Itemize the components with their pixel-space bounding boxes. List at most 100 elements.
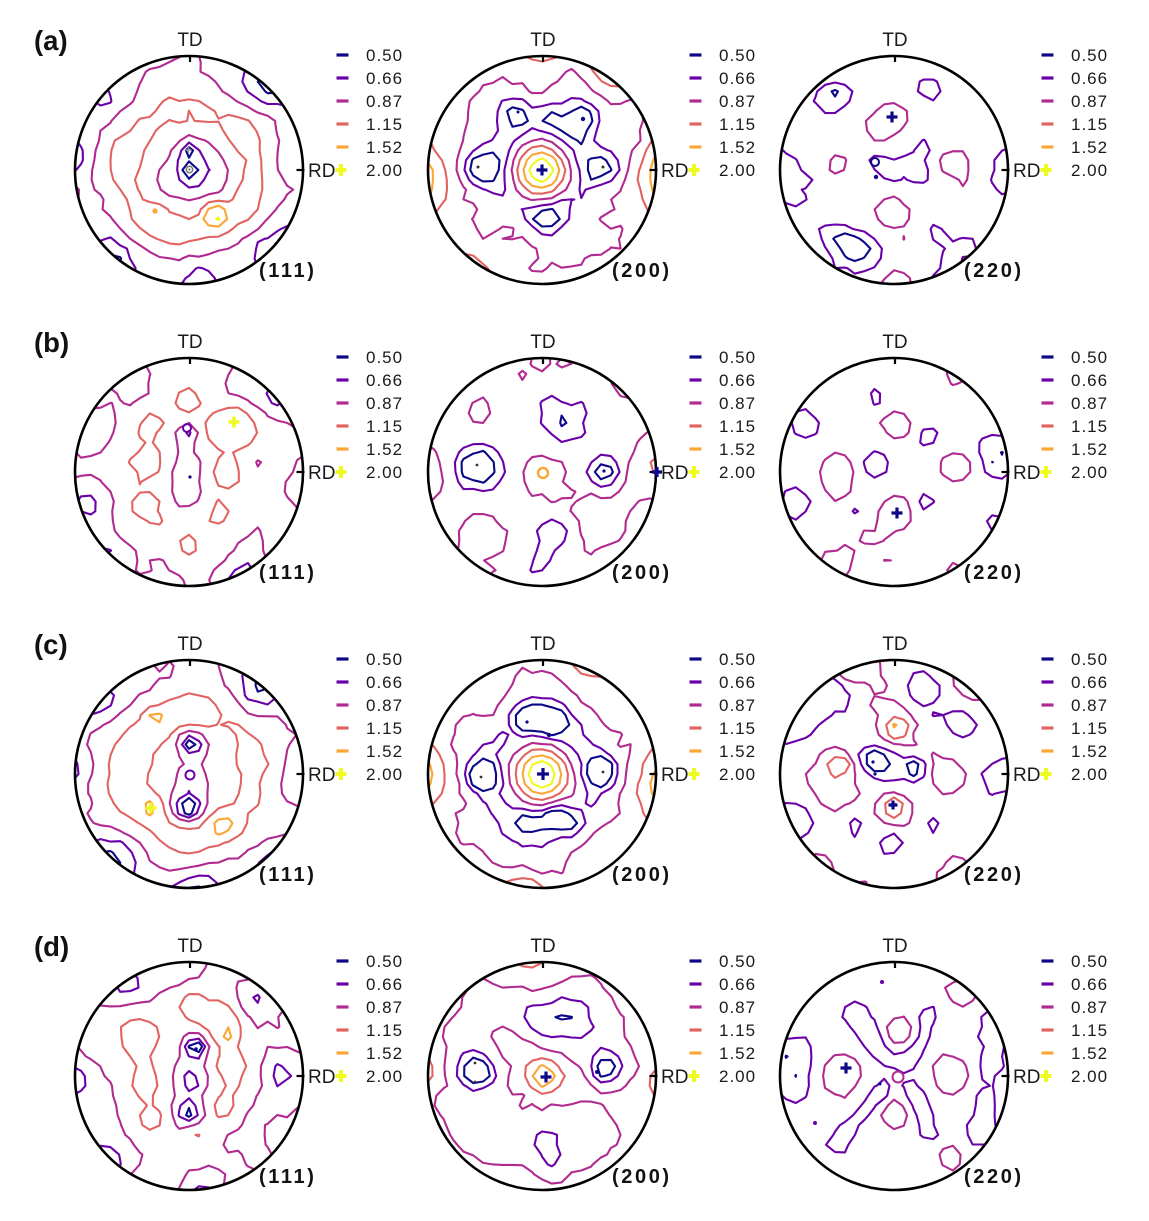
svg-text:TD: TD <box>177 634 202 655</box>
svg-text:1.52: 1.52 <box>719 742 756 761</box>
svg-text:0.50: 0.50 <box>1071 46 1108 65</box>
svg-text:RD: RD <box>661 161 688 182</box>
svg-text:TD: TD <box>882 30 907 51</box>
svg-text:1.52: 1.52 <box>366 1044 403 1063</box>
svg-text:2.00: 2.00 <box>366 463 403 482</box>
svg-text:0.66: 0.66 <box>1071 673 1108 692</box>
svg-text:TD: TD <box>530 634 555 655</box>
svg-text:1.15: 1.15 <box>366 115 403 134</box>
svg-text:TD: TD <box>177 30 202 51</box>
svg-text:0.66: 0.66 <box>366 673 403 692</box>
svg-text:2.00: 2.00 <box>719 765 756 784</box>
svg-text:TD: TD <box>530 936 555 957</box>
svg-text:0.66: 0.66 <box>1071 371 1108 390</box>
svg-text:RD: RD <box>1013 765 1040 786</box>
svg-text:2.00: 2.00 <box>719 161 756 180</box>
svg-text:1.15: 1.15 <box>1071 115 1108 134</box>
svg-text:0.66: 0.66 <box>1071 975 1108 994</box>
svg-text:0.87: 0.87 <box>1071 394 1108 413</box>
svg-text:2.00: 2.00 <box>1071 161 1108 180</box>
svg-text:0.66: 0.66 <box>366 975 403 994</box>
svg-text:RD: RD <box>308 161 335 182</box>
svg-text:0.50: 0.50 <box>719 650 756 669</box>
svg-text:1.52: 1.52 <box>1071 440 1108 459</box>
svg-text:(a): (a) <box>34 25 68 56</box>
svg-text:0.66: 0.66 <box>1071 69 1108 88</box>
svg-text:1.52: 1.52 <box>719 138 756 157</box>
svg-text:(200): (200) <box>612 562 672 584</box>
svg-text:2.00: 2.00 <box>719 1067 756 1086</box>
svg-text:2.00: 2.00 <box>366 1067 403 1086</box>
svg-text:1.52: 1.52 <box>1071 138 1108 157</box>
svg-text:0.50: 0.50 <box>366 650 403 669</box>
svg-text:0.50: 0.50 <box>1071 650 1108 669</box>
svg-text:2.00: 2.00 <box>366 161 403 180</box>
svg-text:(220): (220) <box>964 260 1024 282</box>
svg-text:0.87: 0.87 <box>1071 998 1108 1017</box>
svg-text:(111): (111) <box>259 1166 316 1188</box>
svg-text:RD: RD <box>661 1067 688 1088</box>
svg-text:0.87: 0.87 <box>1071 92 1108 111</box>
svg-text:1.52: 1.52 <box>1071 1044 1108 1063</box>
svg-text:0.87: 0.87 <box>719 394 756 413</box>
svg-text:TD: TD <box>530 30 555 51</box>
svg-text:TD: TD <box>177 936 202 957</box>
svg-text:0.66: 0.66 <box>366 69 403 88</box>
svg-text:1.15: 1.15 <box>366 417 403 436</box>
svg-text:1.52: 1.52 <box>366 440 403 459</box>
svg-text:1.52: 1.52 <box>1071 742 1108 761</box>
svg-text:(200): (200) <box>612 260 672 282</box>
svg-text:TD: TD <box>530 332 555 353</box>
svg-text:(b): (b) <box>34 327 69 358</box>
svg-text:1.15: 1.15 <box>1071 719 1108 738</box>
svg-text:2.00: 2.00 <box>1071 463 1108 482</box>
svg-text:RD: RD <box>308 463 335 484</box>
svg-text:0.87: 0.87 <box>719 998 756 1017</box>
svg-text:RD: RD <box>661 463 688 484</box>
svg-text:(220): (220) <box>964 1166 1024 1188</box>
svg-text:1.52: 1.52 <box>719 1044 756 1063</box>
svg-text:1.15: 1.15 <box>1071 417 1108 436</box>
svg-text:0.66: 0.66 <box>719 69 756 88</box>
svg-text:1.15: 1.15 <box>366 1021 403 1040</box>
svg-text:2.00: 2.00 <box>366 765 403 784</box>
svg-text:TD: TD <box>882 936 907 957</box>
svg-text:1.15: 1.15 <box>719 115 756 134</box>
svg-text:2.00: 2.00 <box>1071 765 1108 784</box>
svg-text:0.66: 0.66 <box>719 371 756 390</box>
svg-text:(111): (111) <box>259 260 316 282</box>
svg-text:0.87: 0.87 <box>1071 696 1108 715</box>
svg-text:(220): (220) <box>964 864 1024 886</box>
svg-text:0.50: 0.50 <box>366 46 403 65</box>
svg-text:1.15: 1.15 <box>1071 1021 1108 1040</box>
svg-text:(111): (111) <box>259 864 316 886</box>
svg-text:0.66: 0.66 <box>366 371 403 390</box>
svg-text:0.50: 0.50 <box>719 46 756 65</box>
svg-text:0.87: 0.87 <box>719 696 756 715</box>
svg-text:0.66: 0.66 <box>719 673 756 692</box>
svg-text:TD: TD <box>882 332 907 353</box>
svg-text:1.52: 1.52 <box>366 138 403 157</box>
svg-text:RD: RD <box>1013 1067 1040 1088</box>
svg-text:1.15: 1.15 <box>719 1021 756 1040</box>
svg-text:(d): (d) <box>34 931 69 962</box>
svg-text:(c): (c) <box>34 629 68 660</box>
svg-text:1.52: 1.52 <box>366 742 403 761</box>
svg-text:(111): (111) <box>259 562 316 584</box>
svg-text:0.50: 0.50 <box>1071 348 1108 367</box>
svg-text:0.87: 0.87 <box>366 92 403 111</box>
svg-text:0.87: 0.87 <box>366 696 403 715</box>
svg-text:0.87: 0.87 <box>366 998 403 1017</box>
svg-text:TD: TD <box>882 634 907 655</box>
svg-text:RD: RD <box>1013 161 1040 182</box>
svg-text:RD: RD <box>1013 463 1040 484</box>
svg-text:1.15: 1.15 <box>719 417 756 436</box>
svg-text:(200): (200) <box>612 864 672 886</box>
svg-text:2.00: 2.00 <box>1071 1067 1108 1086</box>
svg-text:RD: RD <box>308 1067 335 1088</box>
svg-text:0.66: 0.66 <box>719 975 756 994</box>
svg-text:0.50: 0.50 <box>366 348 403 367</box>
svg-text:RD: RD <box>308 765 335 786</box>
svg-text:0.50: 0.50 <box>366 952 403 971</box>
svg-text:0.50: 0.50 <box>1071 952 1108 971</box>
